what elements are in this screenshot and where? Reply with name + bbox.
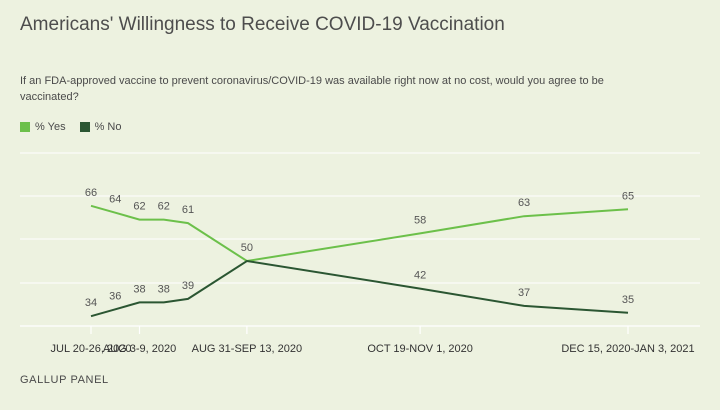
x-tick-label: JUL 20-26, 2020: [51, 343, 132, 355]
series-line-yes: [90, 204, 629, 263]
data-label-no: 38: [158, 283, 170, 295]
data-label-yes: 62: [133, 201, 145, 213]
data-label-yes: 64: [109, 194, 121, 206]
data-label-yes: 50: [241, 242, 253, 254]
chart-title: Americans' Willingness to Receive COVID-…: [20, 14, 505, 35]
data-label-yes: 61: [182, 204, 194, 216]
legend-label-no: % No: [94, 121, 122, 133]
chart-subtitle: If an FDA-approved vaccine to prevent co…: [20, 75, 604, 103]
legend-item-no: % No: [79, 121, 122, 133]
data-label-yes: 62: [158, 201, 170, 213]
legend-swatch-no: [79, 122, 90, 132]
data-label-no: 37: [518, 287, 530, 299]
data-label-no: 38: [133, 283, 145, 295]
data-label-no: 35: [622, 294, 634, 306]
data-label-no: 34: [85, 297, 97, 309]
x-tick-label: AUG 3-9, 2020: [103, 343, 176, 355]
series-line-no: [90, 259, 629, 318]
legend-item-yes: % Yes: [20, 121, 66, 133]
x-tick-label: OCT 19-NOV 1, 2020: [367, 343, 473, 355]
data-label-yes: 63: [518, 197, 530, 209]
data-label-no: 42: [414, 270, 426, 282]
data-label-yes: 66: [85, 187, 97, 199]
data-label-yes: 58: [414, 214, 426, 226]
data-label-no: 39: [182, 280, 194, 292]
legend-swatch-yes: [20, 122, 30, 132]
chart-legend: % Yes % No: [20, 121, 122, 133]
x-tick-label: DEC 15, 2020-JAN 3, 2021: [561, 343, 694, 355]
legend-label-yes: % Yes: [35, 121, 66, 133]
x-tick-label: AUG 31-SEP 13, 2020: [192, 343, 302, 355]
source-note: GALLUP PANEL: [20, 374, 109, 386]
data-label-yes: 65: [622, 190, 634, 202]
data-label-no: 36: [109, 290, 121, 302]
